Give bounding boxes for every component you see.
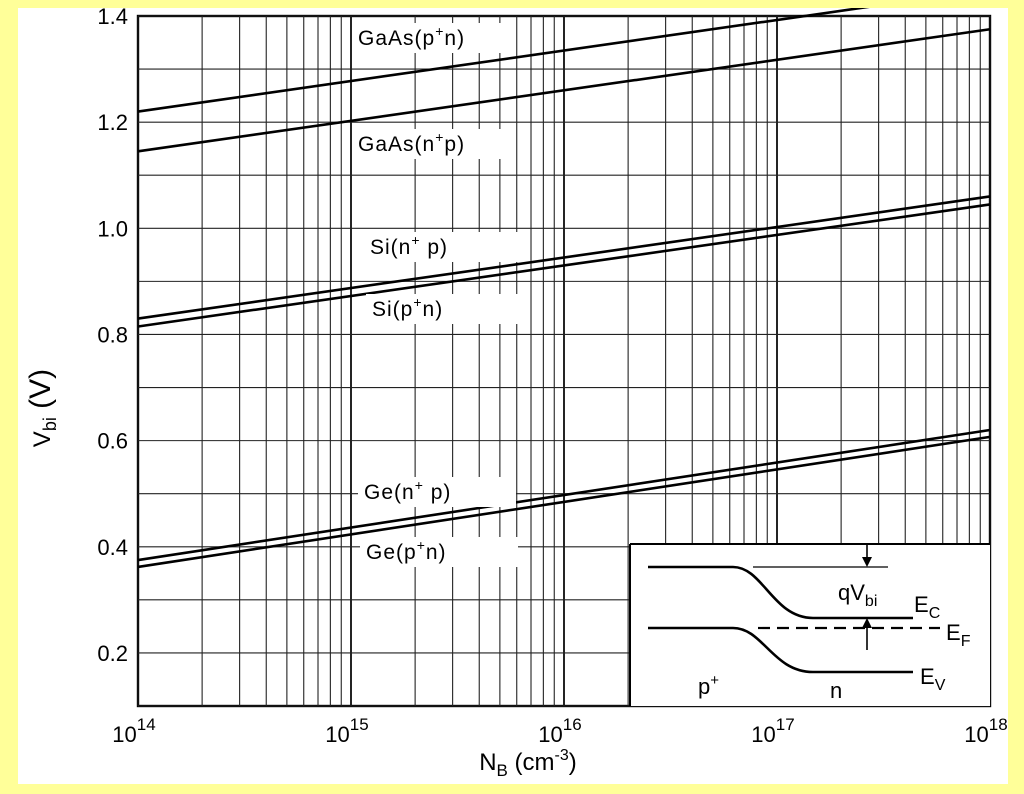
x-tick-label: 1017 [751,715,794,747]
figure: GaAs(p+n) GaAs(n+p) Si(n+ p) Si(p+n) Ge(n+ p… [18,8,1008,784]
inset-conduction-band [648,565,913,620]
inset-band-diagram: qVbi EC EF EV p+ n [629,543,990,706]
series-label-3: Si(p+n) [372,294,443,321]
series-label-bg [366,294,524,324]
series-line-1 [137,27,991,153]
series-label-bg [364,232,522,262]
series-label-bg [352,23,510,53]
inset-ec-label: EC [914,592,940,622]
series-line-0 [137,8,870,113]
y-tick-label: 0.2 [97,641,128,666]
series-label-2: Si(n+ p) [370,232,448,259]
series-label-bg [358,477,516,507]
series-label-5: Ge(p+n) [366,537,447,564]
y-tick-labels: 0.2 0.4 0.6 0.8 1.0 1.2 1.4 [97,8,128,666]
inset-ev-label: EV [920,664,946,694]
y-tick-label: 0.4 [97,535,128,560]
y-tick-label: 1.4 [97,8,128,29]
curves: GaAs(p+n) GaAs(n+p) Si(n+ p) Si(p+n) Ge(n+ p… [137,8,991,569]
series-line-4 [137,428,991,562]
series-label-1: GaAs(n+p) [358,129,465,156]
x-tick-label: 1014 [112,715,155,747]
inset-p-label: p+ [698,672,719,699]
x-tick-label: 1015 [325,715,368,747]
y-tick-label: 1.0 [97,216,128,241]
inset-valence-band [648,626,913,674]
x-tick-label: 1018 [964,715,1007,747]
inset-ef-label: EF [946,620,971,650]
series-label-4: Ge(n+ p) [364,477,451,504]
series-line-5 [137,435,991,569]
inset-background [630,544,990,706]
inset-n-label: n [830,678,842,703]
series-label-bg [352,129,510,159]
series-label-bg [360,537,518,567]
inset-arrowhead-down [862,557,872,567]
series-line-3 [137,203,991,328]
x-axis-title: NB (cm-3) [479,747,577,780]
chart: GaAs(p+n) GaAs(n+p) Si(n+ p) Si(p+n) Ge(n+ p… [24,8,1008,780]
series-line-2 [137,195,991,320]
inset-qvbi-label: qVbi [838,580,877,610]
y-tick-label: 0.6 [97,429,128,454]
y-tick-label: 1.2 [97,110,128,135]
y-axis-title: Vbi (V) [24,369,60,447]
x-tick-label: 1016 [538,715,581,747]
y-tick-label: 0.8 [97,322,128,347]
inset-arrowhead-up [862,618,872,628]
series-label-0: GaAs(p+n) [358,23,465,50]
svg-text:Vbi (V): Vbi (V) [24,369,60,447]
x-tick-labels: 1014 1015 1016 1017 1018 [112,715,1007,747]
